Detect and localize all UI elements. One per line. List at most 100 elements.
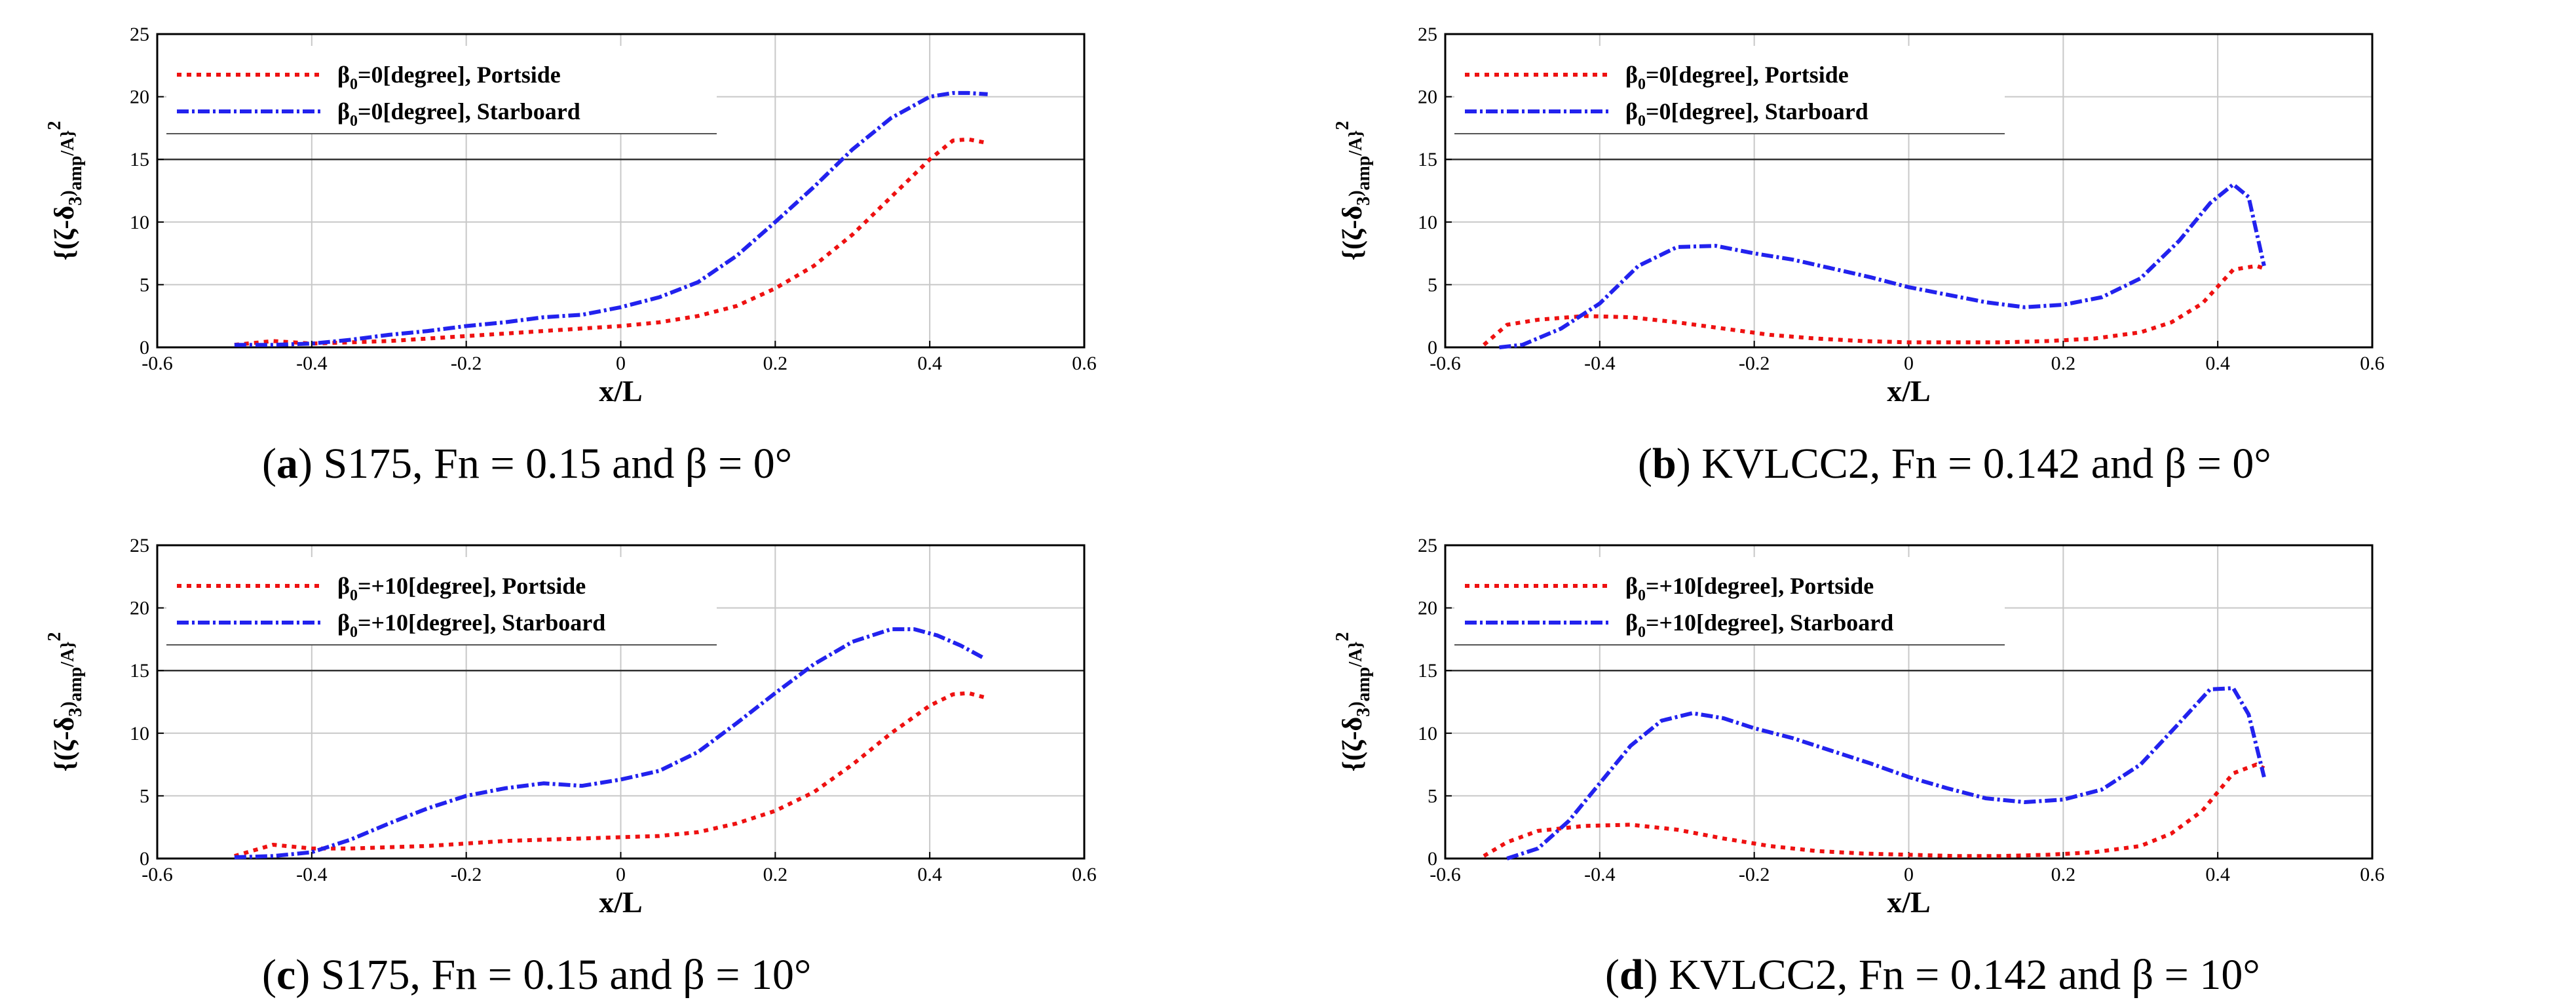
y-tick-label: 25 bbox=[1418, 24, 1437, 45]
y-tick-label: 25 bbox=[130, 535, 149, 556]
x-tick-label: 0.4 bbox=[2205, 353, 2230, 374]
y-tick-label: 5 bbox=[140, 274, 149, 296]
y-tick-label: 20 bbox=[1418, 87, 1437, 108]
series-line-starboard bbox=[1506, 686, 2266, 860]
legend-box bbox=[1454, 46, 2005, 134]
x-tick-label: -0.2 bbox=[1739, 864, 1770, 885]
legend-label: β0=0[degree], Starboard bbox=[1625, 98, 1868, 130]
caption-text: KVLCC2, Fn = 0.142 and β = 10° bbox=[1669, 951, 2260, 999]
legend-label: β0=+10[degree], Starboard bbox=[1625, 609, 1893, 641]
y-tick-label: 25 bbox=[1418, 535, 1437, 556]
series-line-starboard bbox=[1499, 182, 2266, 349]
x-tick-label: -0.4 bbox=[1584, 353, 1616, 374]
legend: β0=+10[degree], Portside β0=+10[degree], … bbox=[166, 557, 717, 646]
x-tick-label: 0.4 bbox=[917, 353, 942, 374]
legend-label: β0=+10[degree], Starboard bbox=[337, 609, 605, 641]
x-tick-label: -0.4 bbox=[296, 353, 328, 374]
y-axis-label: {(ζ-δ3)amp/A}2 bbox=[1333, 121, 1374, 261]
series-line-portside bbox=[234, 137, 989, 347]
x-tick-label: -0.6 bbox=[142, 864, 173, 885]
caption-b: (b) KVLCC2, Fn = 0.142 and β = 0° bbox=[1638, 440, 2271, 488]
x-tick-label: -0.6 bbox=[1430, 864, 1461, 885]
legend: β0=0[degree], Portside β0=0[degree], Star… bbox=[1454, 46, 2005, 134]
y-axis-label: {(ζ-δ3)amp/A}2 bbox=[45, 632, 86, 772]
series-line-portside bbox=[234, 691, 989, 859]
y-tick-label: 5 bbox=[1428, 274, 1437, 296]
caption-letter: c bbox=[276, 951, 296, 999]
x-tick-label: -0.4 bbox=[296, 864, 328, 885]
x-tick-label: 0.2 bbox=[2051, 864, 2076, 885]
caption-c: (c) S175, Fn = 0.15 and β = 10° bbox=[262, 951, 812, 999]
x-axis-label: x/L bbox=[1887, 374, 1930, 408]
x-tick-label: 0.2 bbox=[763, 353, 788, 374]
x-tick-label: 0 bbox=[616, 864, 626, 885]
x-axis-label: x/L bbox=[1887, 885, 1930, 919]
x-tick-label: 0 bbox=[1904, 353, 1914, 374]
x-tick-label: -0.2 bbox=[1739, 353, 1770, 374]
x-tick-label: 0.6 bbox=[1072, 353, 1097, 374]
legend-label: β0=+10[degree], Portside bbox=[1625, 573, 1874, 604]
legend-label: β0=0[degree], Starboard bbox=[337, 98, 580, 130]
y-tick-label: 20 bbox=[1418, 598, 1437, 619]
y-tick-label: 10 bbox=[130, 212, 149, 233]
y-tick-label: 20 bbox=[130, 87, 149, 108]
caption-text: S175, Fn = 0.15 and β = 0° bbox=[323, 440, 793, 488]
y-axis-label: {(ζ-δ3)amp/A}2 bbox=[1333, 632, 1374, 772]
x-tick-label: 0.2 bbox=[2051, 353, 2076, 374]
caption-text: KVLCC2, Fn = 0.142 and β = 0° bbox=[1701, 440, 2271, 488]
x-tick-label: -0.6 bbox=[1430, 353, 1461, 374]
chart-panel-c: -0.6 -0.4 -0.2 0 0.2 0.4 0.6 0 5 10 15 20 25 x/L {(ζ-δ… bbox=[45, 535, 1097, 919]
y-tick-label: 10 bbox=[130, 723, 149, 744]
legend-label: β0=0[degree], Portside bbox=[1625, 62, 1849, 93]
legend: β0=0[degree], Portside β0=0[degree], Star… bbox=[166, 46, 717, 134]
y-axis-label: {(ζ-δ3)amp/A}2 bbox=[45, 121, 86, 261]
legend-box bbox=[1454, 557, 2005, 645]
legend: β0=+10[degree], Portside β0=+10[degree], … bbox=[1454, 557, 2005, 646]
x-tick-label: -0.2 bbox=[451, 864, 482, 885]
caption-letter: d bbox=[1619, 951, 1644, 999]
caption-text: S175, Fn = 0.15 and β = 10° bbox=[320, 951, 812, 999]
caption-d: (d) KVLCC2, Fn = 0.142 and β = 10° bbox=[1605, 951, 2260, 999]
x-axis-label: x/L bbox=[599, 885, 642, 919]
y-tick-label: 20 bbox=[130, 598, 149, 619]
series-line-starboard bbox=[234, 90, 988, 347]
caption-letter: a bbox=[276, 440, 298, 488]
legend-label: β0=0[degree], Portside bbox=[337, 62, 561, 93]
x-tick-label: 0 bbox=[1904, 864, 1914, 885]
y-tick-label: 5 bbox=[140, 785, 149, 807]
y-tick-label: 5 bbox=[1428, 785, 1437, 807]
y-tick-label: 15 bbox=[130, 660, 149, 682]
caption-letter: b bbox=[1652, 440, 1676, 488]
x-tick-label: 0.6 bbox=[1072, 864, 1097, 885]
y-tick-label: 15 bbox=[130, 149, 149, 170]
x-tick-label: -0.6 bbox=[142, 353, 173, 374]
x-tick-label: 0.2 bbox=[763, 864, 788, 885]
x-tick-label: -0.2 bbox=[451, 353, 482, 374]
y-tick-label: 0 bbox=[140, 337, 149, 358]
caption-a: (a) S175, Fn = 0.15 and β = 0° bbox=[262, 440, 793, 488]
y-tick-label: 25 bbox=[130, 24, 149, 45]
y-tick-label: 0 bbox=[1428, 848, 1437, 870]
x-tick-label: -0.4 bbox=[1584, 864, 1616, 885]
y-tick-label: 0 bbox=[1428, 337, 1437, 358]
x-tick-label: 0.4 bbox=[917, 864, 942, 885]
series-line-portside bbox=[1483, 263, 2265, 347]
y-tick-label: 10 bbox=[1418, 212, 1437, 233]
x-tick-label: 0.6 bbox=[2360, 353, 2385, 374]
legend-box bbox=[166, 557, 717, 645]
x-axis-label: x/L bbox=[599, 374, 642, 408]
x-tick-label: 0.4 bbox=[2205, 864, 2230, 885]
chart-panel-a: -0.6 -0.4 -0.2 0 0.2 0.4 0.6 0 5 10 15 20 25 x/L {(ζ-δ… bbox=[45, 24, 1097, 408]
y-tick-label: 10 bbox=[1418, 723, 1437, 744]
legend-box bbox=[166, 46, 717, 134]
x-tick-label: 0 bbox=[616, 353, 626, 374]
series-line-portside bbox=[1483, 762, 2265, 859]
y-tick-label: 15 bbox=[1418, 660, 1437, 682]
legend-label: β0=+10[degree], Portside bbox=[337, 573, 586, 604]
x-tick-label: 0.6 bbox=[2360, 864, 2385, 885]
y-tick-label: 15 bbox=[1418, 149, 1437, 170]
series-line-starboard bbox=[234, 627, 985, 860]
chart-panel-b: -0.6 -0.4 -0.2 0 0.2 0.4 0.6 0 5 10 15 20 25 x/L {(ζ-δ… bbox=[1333, 24, 2385, 408]
chart-panel-d: -0.6 -0.4 -0.2 0 0.2 0.4 0.6 0 5 10 15 20 25 x/L {(ζ-δ… bbox=[1333, 535, 2385, 919]
